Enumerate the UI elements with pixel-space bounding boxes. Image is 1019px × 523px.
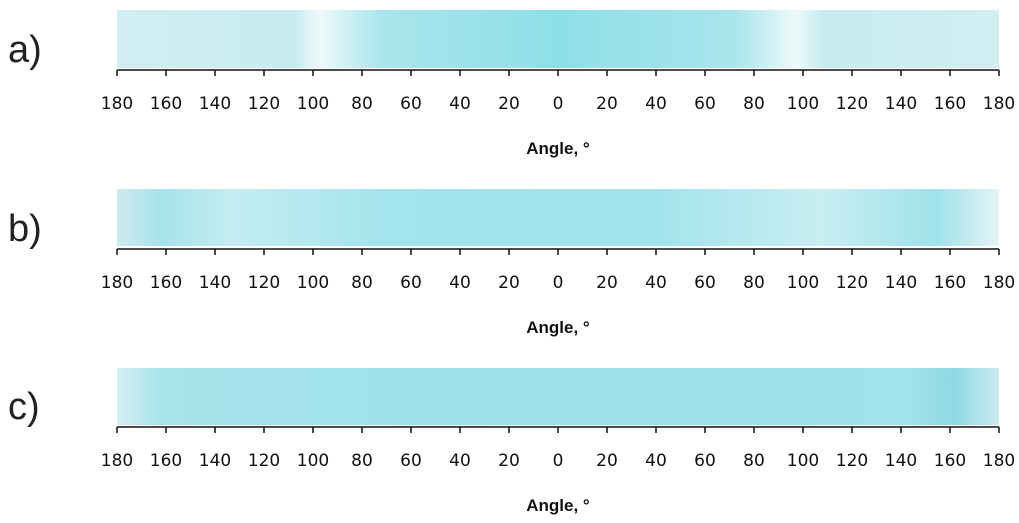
tick-label: 40: [645, 451, 667, 471]
tick-label: 160: [934, 273, 966, 293]
panel-label: a): [8, 29, 42, 71]
tick-label: 80: [743, 94, 765, 114]
tick-label: 20: [596, 451, 618, 471]
tick-label: 80: [743, 273, 765, 293]
panel-label: c): [8, 386, 40, 428]
figure: a) 180 160 140 120 100 80 60 40 20 0 20 40 60 80 100 120…: [0, 0, 1019, 523]
tick-label: 160: [150, 451, 182, 471]
tick-label: 120: [836, 273, 868, 293]
tick-label: 180: [983, 94, 1015, 114]
tick-label: 180: [101, 273, 133, 293]
tick-label: 20: [498, 451, 520, 471]
tick-label: 80: [743, 451, 765, 471]
tick-label: 60: [400, 94, 422, 114]
tick-label: 160: [150, 273, 182, 293]
tick-label: 180: [983, 451, 1015, 471]
tick-label: 40: [449, 273, 471, 293]
tick-label: 120: [248, 94, 280, 114]
tick-label: 140: [885, 273, 917, 293]
tick-label: 120: [836, 451, 868, 471]
panel-label: b): [8, 208, 42, 250]
tick-label: 80: [351, 451, 373, 471]
tick-label: 40: [645, 273, 667, 293]
tick-label: 140: [199, 273, 231, 293]
axis-label: Angle, °: [526, 496, 590, 515]
tick-label: 120: [836, 94, 868, 114]
tick-label: 40: [645, 94, 667, 114]
sample-strip: [117, 368, 999, 425]
tick-label: 80: [351, 94, 373, 114]
tick-label: 0: [553, 451, 564, 471]
tick-label: 100: [787, 94, 819, 114]
tick-label: 160: [934, 451, 966, 471]
tick-label: 100: [787, 451, 819, 471]
tick-label: 180: [101, 451, 133, 471]
tick-label: 100: [297, 273, 329, 293]
tick-label: 160: [150, 94, 182, 114]
tick-label: 140: [885, 451, 917, 471]
tick-label: 120: [248, 273, 280, 293]
tick-label: 100: [297, 451, 329, 471]
tick-label: 60: [694, 273, 716, 293]
tick-label: 80: [351, 273, 373, 293]
tick-label: 20: [498, 94, 520, 114]
tick-label: 60: [400, 273, 422, 293]
tick-label: 140: [885, 94, 917, 114]
tick-label: 60: [400, 451, 422, 471]
tick-label: 100: [297, 94, 329, 114]
tick-label: 140: [199, 94, 231, 114]
sample-strip: [117, 10, 999, 68]
tick-label: 60: [694, 94, 716, 114]
tick-label: 20: [498, 273, 520, 293]
tick-label: 160: [934, 94, 966, 114]
tick-label: 100: [787, 273, 819, 293]
tick-label: 20: [596, 94, 618, 114]
tick-label: 20: [596, 273, 618, 293]
axis-label: Angle, °: [526, 318, 590, 337]
tick-label: 0: [553, 273, 564, 293]
tick-label: 40: [449, 451, 471, 471]
tick-label: 180: [983, 273, 1015, 293]
sample-strip: [117, 189, 999, 246]
tick-label: 180: [101, 94, 133, 114]
tick-label: 40: [449, 94, 471, 114]
tick-label: 0: [553, 94, 564, 114]
tick-label: 140: [199, 451, 231, 471]
axis-label: Angle, °: [526, 139, 590, 158]
tick-label: 120: [248, 451, 280, 471]
tick-label: 60: [694, 451, 716, 471]
